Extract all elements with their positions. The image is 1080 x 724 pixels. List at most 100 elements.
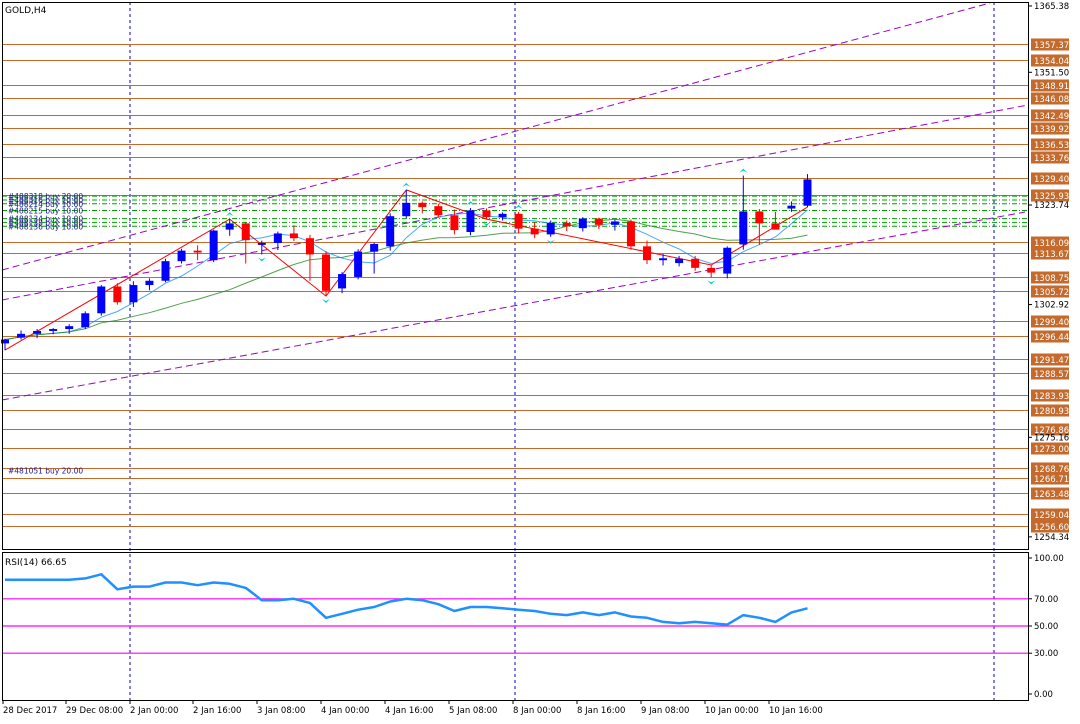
- price-level-label: 1346.08: [1034, 95, 1069, 105]
- candle-body: [49, 329, 58, 331]
- candle-body: [241, 223, 250, 241]
- time-axis-label: 8 Jan 00:00: [513, 706, 561, 716]
- candle-body: [482, 210, 491, 218]
- price-level-tag: [1031, 442, 1069, 455]
- price-level-label: 1348.91: [1034, 82, 1069, 92]
- candle-body: [193, 250, 202, 253]
- time-axis-label: 10 Jan 00:00: [705, 706, 759, 716]
- rsi-frame: [2, 552, 1029, 701]
- price-axis-label: 1351.50: [1034, 68, 1069, 78]
- price-level-label: 1273.00: [1034, 445, 1069, 455]
- price-level-tag: [1031, 151, 1069, 164]
- price-level-tag: [1031, 423, 1069, 436]
- candle-body: [562, 222, 571, 227]
- price-axis-label: 1323.74: [1034, 201, 1069, 211]
- candle-body: [450, 215, 459, 231]
- price-level-label: 1305.72: [1034, 288, 1069, 298]
- candle-body: [498, 213, 507, 218]
- candle-body: [402, 202, 411, 217]
- candle-body: [33, 330, 42, 334]
- candle-body: [177, 250, 186, 262]
- price-level-tag: [1031, 462, 1069, 475]
- candle-body: [97, 286, 106, 314]
- candle-body: [546, 222, 555, 235]
- candle-body: [691, 258, 700, 268]
- time-axis-label: 3 Jan 08:00: [257, 706, 305, 716]
- time-axis: 28 Dec 2017 29 Dec 08:00 2 Jan 00:00 2 Jan …: [2, 700, 823, 716]
- price-level-tag: [1031, 79, 1069, 92]
- fractal-up-marker: [514, 204, 523, 209]
- order-label: #488318 buy 20.00: [8, 192, 83, 201]
- price-level-tag: [1031, 236, 1069, 249]
- candle-body: [225, 223, 234, 230]
- price-level-tag: [1031, 172, 1069, 185]
- candle-body: [273, 233, 282, 243]
- price-level-label: 1342.49: [1034, 112, 1069, 122]
- time-axis-label: 2 Jan 16:00: [193, 706, 241, 716]
- candle-body: [787, 205, 796, 209]
- rsi-axis-label: 30.00: [1034, 649, 1058, 659]
- candle-body: [626, 221, 635, 247]
- price-level-tag: [1031, 508, 1069, 521]
- moving-averages: [4, 209, 808, 341]
- order-label: #488316 buy 10.00: [8, 196, 83, 205]
- price-level-tag: [1031, 92, 1069, 105]
- moving-average-line: [4, 218, 808, 341]
- channel-line: [1, 104, 1029, 301]
- price-level-tag: [1031, 109, 1069, 122]
- order-label: #488215 buy 10.00: [8, 206, 83, 215]
- order-label: #488214 buy 10.00: [8, 200, 83, 209]
- rsi-panel: 100.00 70.00 50.00 30.00 0.00: [2, 554, 1064, 700]
- candle-body: [129, 285, 138, 303]
- candle-body: [386, 216, 395, 247]
- price-axis-label: 1302.92: [1034, 301, 1069, 311]
- fractal-up-marker: [739, 168, 748, 173]
- candle-body: [643, 246, 651, 261]
- price-level-label: 1336.53: [1034, 141, 1069, 151]
- channel-line: [1, 211, 1026, 401]
- channel-line: [1, 2, 991, 271]
- candle-body: [594, 218, 603, 225]
- rsi-axis-label: 70.00: [1034, 595, 1058, 605]
- candle-body: [434, 206, 443, 216]
- price-level-label: 1299.40: [1034, 318, 1069, 328]
- time-axis-label: 29 Dec 08:00: [66, 706, 123, 716]
- candle-body: [723, 247, 732, 274]
- time-axis-label: 2 Jan 00:00: [130, 706, 178, 716]
- candle-body: [289, 233, 298, 239]
- price-axis-label: 1275.16: [1034, 433, 1069, 443]
- candle-body: [145, 280, 154, 286]
- price-axis: 1365.38 1351.50 1323.74 1302.92 1275.16 1254.…: [1028, 2, 1069, 543]
- rsi-title: RSI(14) 66.65: [5, 558, 67, 568]
- fractal-down-marker: [322, 299, 330, 304]
- price-level-label: 1276.86: [1034, 426, 1069, 436]
- candle-body: [739, 211, 748, 245]
- price-level-label: 1296.44: [1034, 333, 1069, 343]
- price-level-tag: [1031, 389, 1069, 402]
- price-level-label: 1316.09: [1034, 239, 1069, 249]
- price-level-tag: [1031, 54, 1069, 67]
- rsi-axis-label: 0.00: [1034, 690, 1053, 700]
- main-frame: [2, 2, 1029, 550]
- price-level-label: 1329.40: [1034, 175, 1069, 185]
- candle-body: [17, 333, 26, 338]
- candle-body: [771, 223, 780, 230]
- chart-frame: [2, 2, 1029, 701]
- price-level-tag: [1031, 520, 1069, 533]
- price-level-label: 1339.92: [1034, 125, 1069, 135]
- fractal-up-marker: [402, 182, 411, 187]
- chart-title: GOLD,H4: [5, 6, 47, 16]
- candle-body: [322, 254, 330, 291]
- fractal-up-marker: [466, 201, 475, 206]
- time-axis-label: 4 Jan 00:00: [321, 706, 369, 716]
- candle-body: [370, 243, 379, 252]
- price-level-label: 1288.57: [1034, 370, 1069, 380]
- order-label: #488136 buy 10.00: [8, 222, 83, 231]
- price-level-tag: [1031, 122, 1069, 135]
- price-level-tag: [1031, 487, 1069, 500]
- fractal-up-marker: [225, 212, 234, 217]
- price-level-tag: [1031, 271, 1069, 284]
- candle-body: [466, 210, 475, 232]
